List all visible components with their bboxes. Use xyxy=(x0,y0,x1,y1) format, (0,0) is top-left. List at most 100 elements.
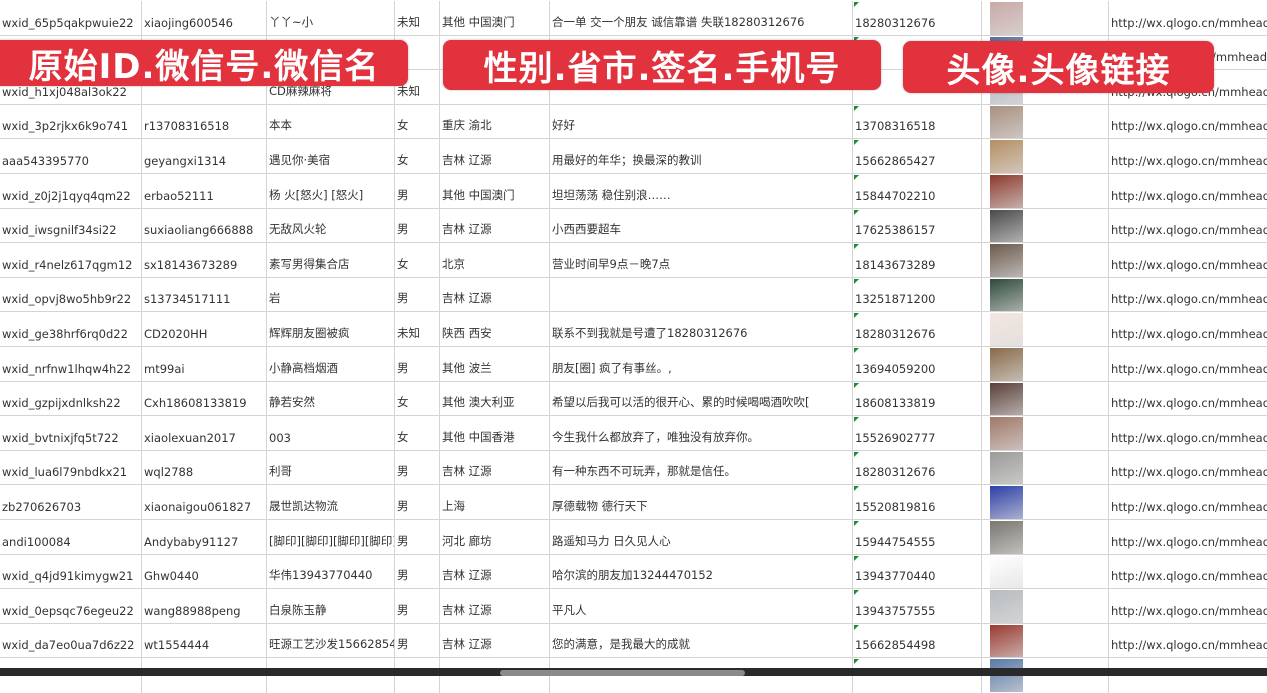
region-cell[interactable]: 其他 波兰 xyxy=(440,346,550,381)
wechat-id-cell[interactable]: Ghw0440 xyxy=(142,554,267,589)
nickname-cell[interactable]: 本本 xyxy=(267,104,395,139)
nickname-cell[interactable]: 003 xyxy=(267,416,395,450)
gender-cell[interactable]: 男 xyxy=(395,554,440,589)
gender-cell[interactable]: 男 xyxy=(395,623,440,658)
wechat-id-cell[interactable]: geyangxi1314 xyxy=(142,139,267,173)
gender-cell[interactable]: 男 xyxy=(395,589,440,623)
nickname-cell[interactable]: 杨 火[怒火] [怒火] xyxy=(267,173,395,208)
avatar-cell[interactable] xyxy=(982,346,1109,381)
avatar-url-cell[interactable]: http://wx.qlogo.cn/mmhead xyxy=(1109,139,1267,173)
region-cell[interactable]: 吉林 辽源 xyxy=(440,450,550,485)
phone-cell[interactable]: 13694059200 xyxy=(853,346,982,381)
avatar-cell[interactable] xyxy=(982,312,1109,346)
signature-cell[interactable]: 营业时间早9点－晚7点 xyxy=(550,243,853,277)
phone-cell[interactable]: 15520819816 xyxy=(853,485,982,519)
region-cell[interactable]: 其他 澳大利亚 xyxy=(440,381,550,416)
wechat-id-cell[interactable]: erbao52111 xyxy=(142,173,267,208)
signature-cell[interactable]: 今生我什么都放弃了，唯独没有放弃你。 xyxy=(550,416,853,450)
original-id-cell[interactable]: wxid_q4jd91kimygw21 xyxy=(0,554,142,589)
region-cell[interactable]: 其他 中国香港 xyxy=(440,416,550,450)
nickname-cell[interactable]: 白泉陈玉静 xyxy=(267,589,395,623)
phone-cell[interactable]: 15526902777 xyxy=(853,416,982,450)
avatar-cell[interactable] xyxy=(982,173,1109,208)
avatar-cell[interactable] xyxy=(982,243,1109,277)
phone-cell[interactable]: 13708316518 xyxy=(853,104,982,139)
region-cell[interactable]: 吉林 辽源 xyxy=(440,139,550,173)
region-cell[interactable]: 吉林 辽源 xyxy=(440,277,550,312)
signature-cell[interactable]: 合一单 交一个朋友 诚信靠谱 失联18280312676 xyxy=(550,1,853,35)
original-id-cell[interactable]: wxid_da7eo0ua7d6z22 xyxy=(0,623,142,658)
avatar-cell[interactable] xyxy=(982,623,1109,658)
gender-cell[interactable]: 男 xyxy=(395,450,440,485)
original-id-cell[interactable]: wxid_gzpijxdnlksh22 xyxy=(0,381,142,416)
avatar-url-cell[interactable]: http://wx.qlogo.cn/mmhead xyxy=(1109,209,1267,243)
phone-cell[interactable]: 15944754555 xyxy=(853,519,982,554)
gender-cell[interactable]: 女 xyxy=(395,104,440,139)
nickname-cell[interactable]: 遇见你·美宿 xyxy=(267,139,395,173)
original-id-cell[interactable]: wxid_ge38hrf6rq0d22 xyxy=(0,312,142,346)
avatar-url-cell[interactable]: http://wx.qlogo.cn/mmhead xyxy=(1109,105,1267,139)
phone-cell[interactable]: 15662865427 xyxy=(853,139,982,173)
avatar-cell[interactable] xyxy=(982,277,1109,312)
wechat-id-cell[interactable]: CD2020HH xyxy=(142,312,267,346)
wechat-id-cell[interactable]: suxiaoliang666888 xyxy=(142,208,267,243)
region-cell[interactable]: 吉林 辽源 xyxy=(440,554,550,589)
avatar-cell[interactable] xyxy=(982,485,1109,519)
nickname-cell[interactable]: 静若安然 xyxy=(267,381,395,416)
avatar-cell[interactable] xyxy=(982,519,1109,554)
original-id-cell[interactable]: wxid_bvtnixjfq5t722 xyxy=(0,416,142,450)
signature-cell[interactable]: 坦坦荡荡 稳住别浪…… xyxy=(550,173,853,208)
wechat-id-cell[interactable]: wql2788 xyxy=(142,450,267,485)
avatar-cell[interactable] xyxy=(982,381,1109,416)
signature-cell[interactable]: 联系不到我就是号遭了18280312676 xyxy=(550,312,853,346)
phone-cell[interactable]: 18608133819 xyxy=(853,381,982,416)
wechat-id-cell[interactable]: mt99ai xyxy=(142,346,267,381)
avatar-url-cell[interactable]: http://wx.qlogo.cn/mmhead xyxy=(1109,624,1267,658)
gender-cell[interactable]: 男 xyxy=(395,173,440,208)
nickname-cell[interactable]: 小静高档烟酒 xyxy=(267,346,395,381)
signature-cell[interactable]: 朋友[圈] 疯了有事丝。, xyxy=(550,346,853,381)
signature-cell[interactable]: 厚德载物 德行天下 xyxy=(550,485,853,519)
original-id-cell[interactable]: wxid_iwsgnilf34si22 xyxy=(0,208,142,243)
wechat-id-cell[interactable]: Cxh18608133819 xyxy=(142,381,267,416)
avatar-url-cell[interactable]: http://wx.qlogo.cn/mmhead xyxy=(1109,416,1267,450)
original-id-cell[interactable]: zb270626703 xyxy=(0,485,142,519)
avatar-url-cell[interactable]: http://wx.qlogo.cn/mmhead xyxy=(1109,312,1267,346)
gender-cell[interactable]: 男 xyxy=(395,485,440,519)
region-cell[interactable]: 其他 中国澳门 xyxy=(440,173,550,208)
nickname-cell[interactable]: 辉辉朋友圈被疯 xyxy=(267,312,395,346)
phone-cell[interactable]: 18280312676 xyxy=(853,312,982,346)
original-id-cell[interactable]: wxid_z0j2j1qyq4qm22 xyxy=(0,173,142,208)
wechat-id-cell[interactable]: s13734517111 xyxy=(142,277,267,312)
nickname-cell[interactable]: 无敌风火轮 xyxy=(267,208,395,243)
original-id-cell[interactable]: wxid_opvj8wo5hb9r22 xyxy=(0,277,142,312)
region-cell[interactable]: 吉林 辽源 xyxy=(440,208,550,243)
signature-cell[interactable] xyxy=(550,277,853,312)
nickname-cell[interactable]: 晟世凯达物流 xyxy=(267,485,395,519)
wechat-id-cell[interactable]: xiaonaigou061827 xyxy=(142,485,267,519)
nickname-cell[interactable]: 丫丫~小 xyxy=(267,1,395,35)
region-cell[interactable]: 河北 廊坊 xyxy=(440,519,550,554)
region-cell[interactable]: 陕西 西安 xyxy=(440,312,550,346)
region-cell[interactable]: 吉林 辽源 xyxy=(440,623,550,658)
signature-cell[interactable]: 哈尔滨的朋友加13244470152 xyxy=(550,554,853,589)
nickname-cell[interactable]: 素写男得集合店 xyxy=(267,243,395,277)
signature-cell[interactable]: 有一种东西不可玩弄，那就是信任。 xyxy=(550,450,853,485)
nickname-cell[interactable]: 旺源工艺沙发15662854 xyxy=(267,623,395,658)
gender-cell[interactable]: 男 xyxy=(395,519,440,554)
region-cell[interactable]: 重庆 渝北 xyxy=(440,104,550,139)
signature-cell[interactable]: 平凡人 xyxy=(550,589,853,623)
avatar-cell[interactable] xyxy=(982,139,1109,173)
avatar-cell[interactable] xyxy=(982,554,1109,589)
avatar-cell[interactable] xyxy=(982,104,1109,139)
original-id-cell[interactable]: wxid_0epsqc76egeu22 xyxy=(0,589,142,623)
wechat-id-cell[interactable]: Andybaby91127 xyxy=(142,519,267,554)
avatar-url-cell[interactable]: http://wx.qlogo.cn/mmhead xyxy=(1109,174,1267,208)
avatar-url-cell[interactable]: http://wx.qlogo.cn/mmhead xyxy=(1109,520,1267,554)
signature-cell[interactable]: 希望以后我可以活的很开心、累的时候喝喝酒吹吹[ xyxy=(550,381,853,416)
signature-cell[interactable]: 用最好的年华；换最深的教训 xyxy=(550,139,853,173)
nickname-cell[interactable]: 华伟13943770440 xyxy=(267,554,395,589)
region-cell[interactable]: 北京 xyxy=(440,243,550,277)
avatar-url-cell[interactable]: http://wx.qlogo.cn/mmhead xyxy=(1109,243,1267,277)
avatar-cell[interactable] xyxy=(982,589,1109,623)
